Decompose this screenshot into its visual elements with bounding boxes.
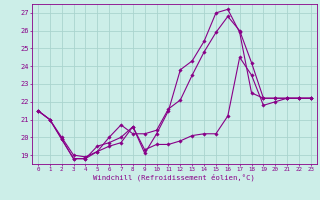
X-axis label: Windchill (Refroidissement éolien,°C): Windchill (Refroidissement éolien,°C) [93, 174, 255, 181]
